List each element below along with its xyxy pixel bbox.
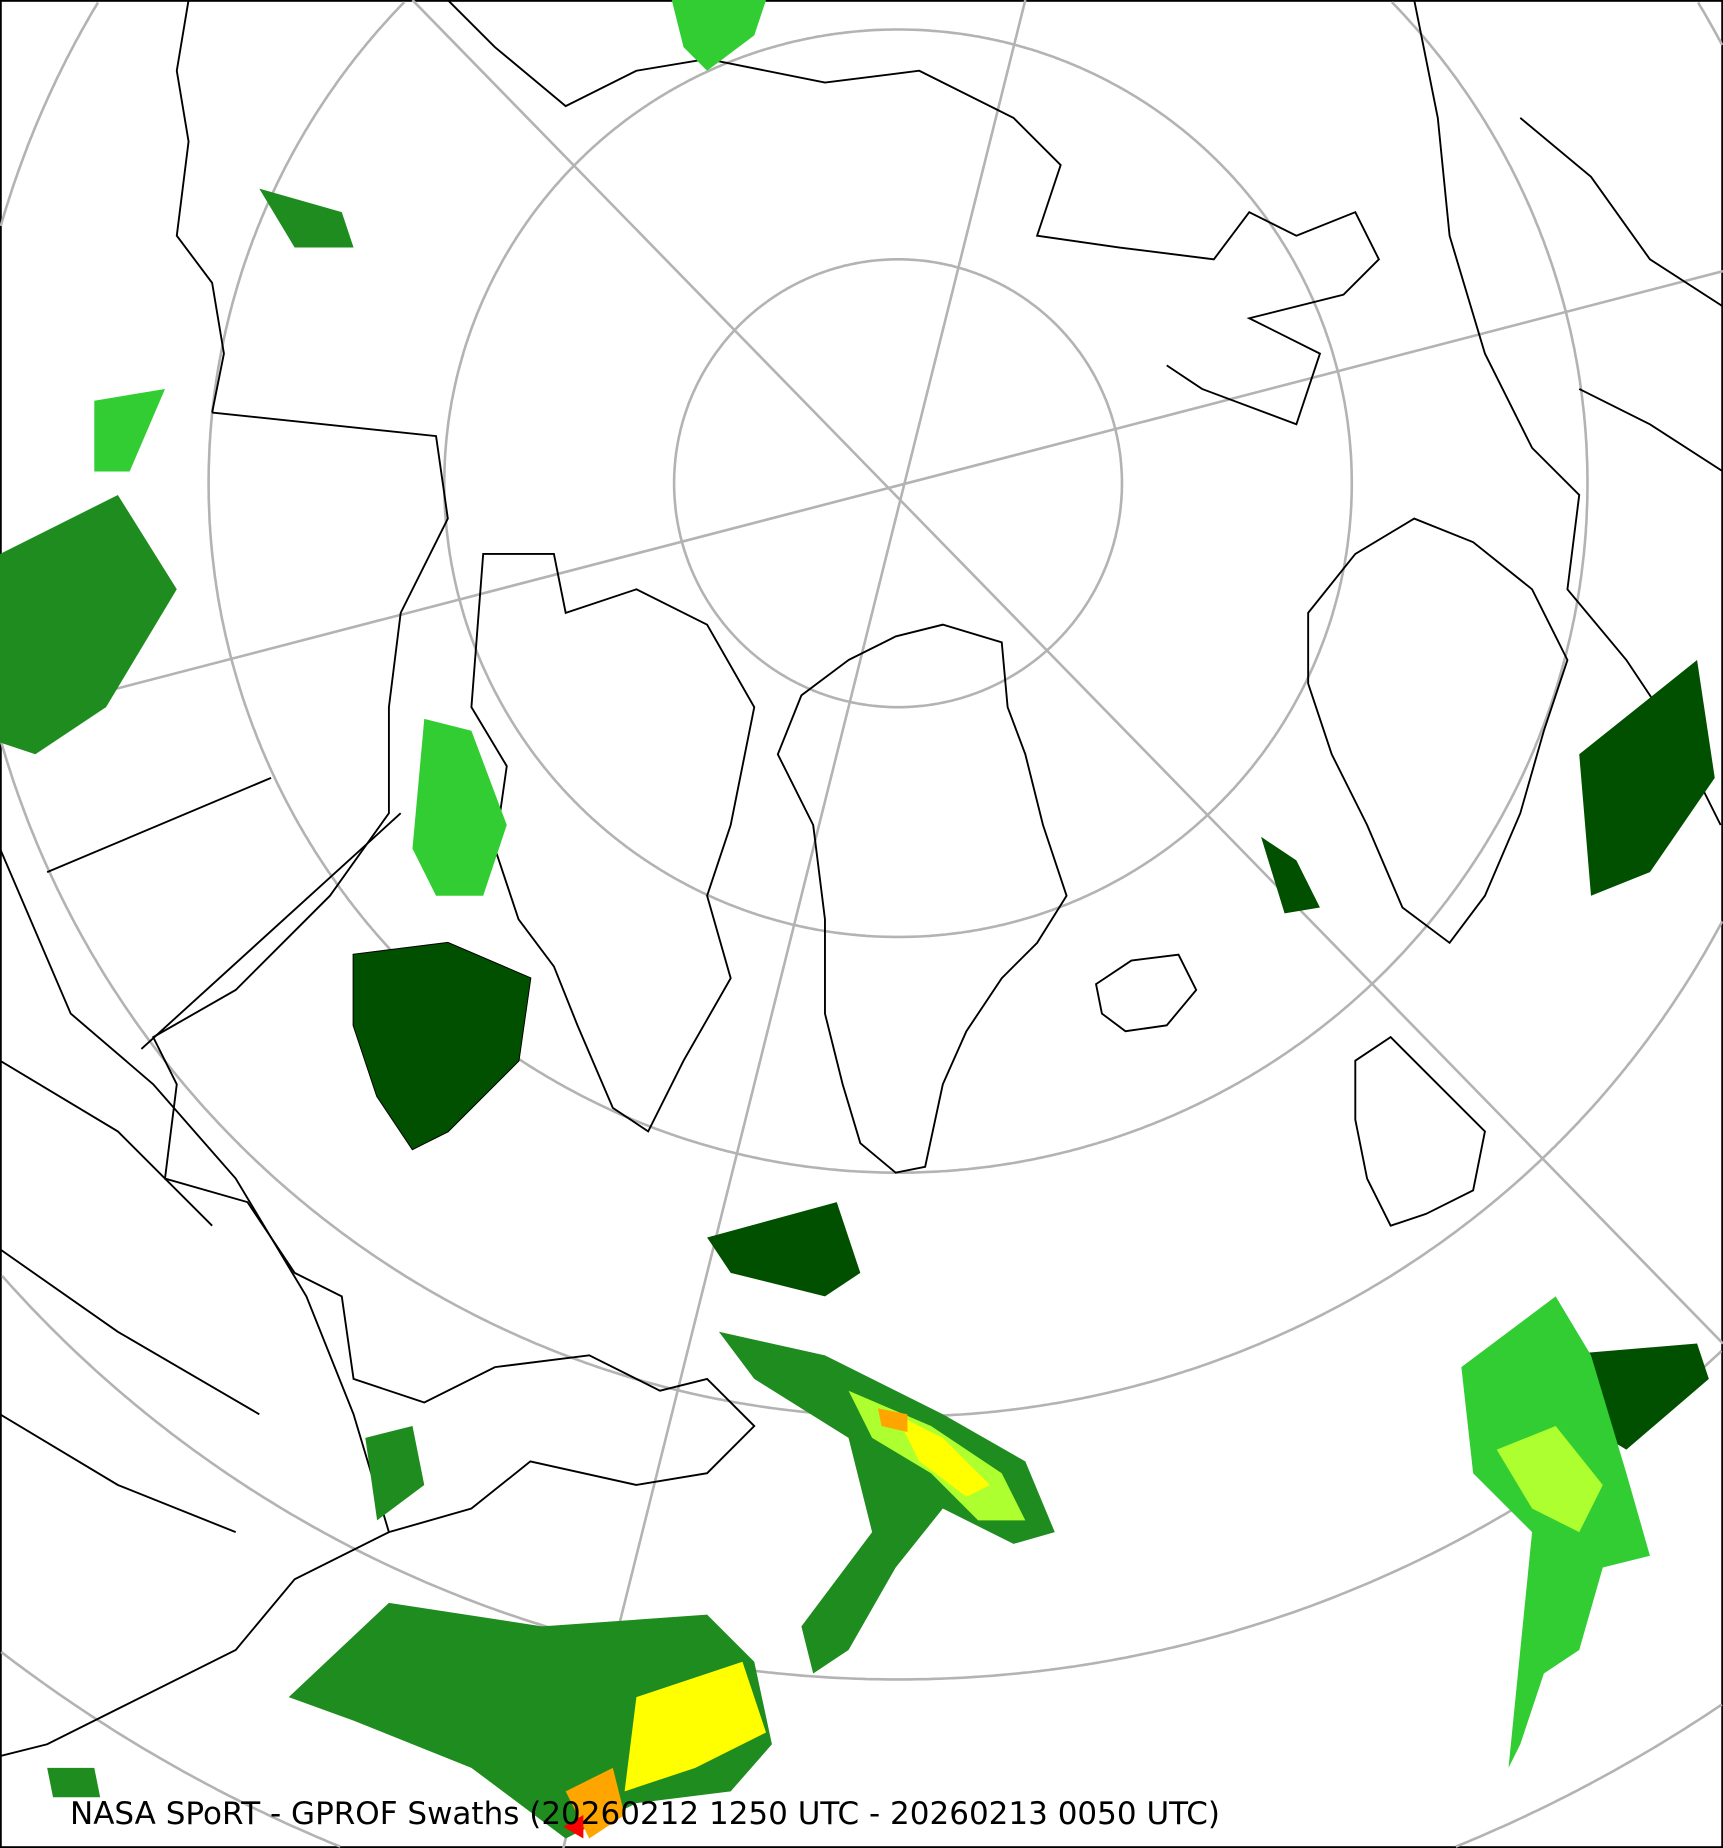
meridian-line — [562, 0, 1027, 1848]
british-isles-coast — [1354, 1035, 1486, 1227]
meridian-line — [411, 0, 1723, 1345]
precipitation-area — [1261, 836, 1320, 914]
precipitation-area — [259, 188, 354, 248]
latitude-circle — [0, 1650, 1723, 1848]
greenland-coast — [776, 623, 1068, 1174]
coastlines — [0, 0, 1723, 1757]
precipitation-area — [365, 1426, 425, 1521]
precipitation-area — [895, 1414, 990, 1497]
precipitation-area — [671, 0, 767, 71]
europe-borders — [1413, 0, 1723, 826]
siberia-coast — [447, 0, 1381, 426]
precipitation-area — [718, 1331, 1055, 1674]
precipitation-area — [47, 1767, 101, 1798]
precipitation-area — [1579, 660, 1715, 896]
us-state-borders — [0, 776, 402, 1533]
precipitation-area — [94, 388, 165, 472]
precipitation-area — [412, 718, 507, 896]
map-caption: NASA SPoRT - GPROF Swaths (20260212 1250… — [70, 1796, 1220, 1832]
latitude-circle — [0, 1, 1723, 1418]
alaska-coast — [175, 0, 225, 413]
precipitation-area — [1496, 1426, 1603, 1533]
precipitation-area — [353, 942, 531, 1150]
precipitation-area — [563, 1814, 584, 1839]
latitude-circle — [672, 258, 1124, 709]
precipitation-area — [0, 495, 177, 755]
precipitation-area — [624, 1661, 767, 1792]
iceland-coast — [1094, 953, 1198, 1033]
latitude-circle — [1, 1275, 1723, 1681]
meridian-line — [0, 269, 1723, 721]
precipitation-area — [877, 1408, 908, 1432]
precipitation-area — [707, 1202, 861, 1297]
scandinavia-coast — [1307, 517, 1569, 945]
latitude-circle — [443, 28, 1354, 939]
precipitation-area — [1461, 1296, 1650, 1768]
